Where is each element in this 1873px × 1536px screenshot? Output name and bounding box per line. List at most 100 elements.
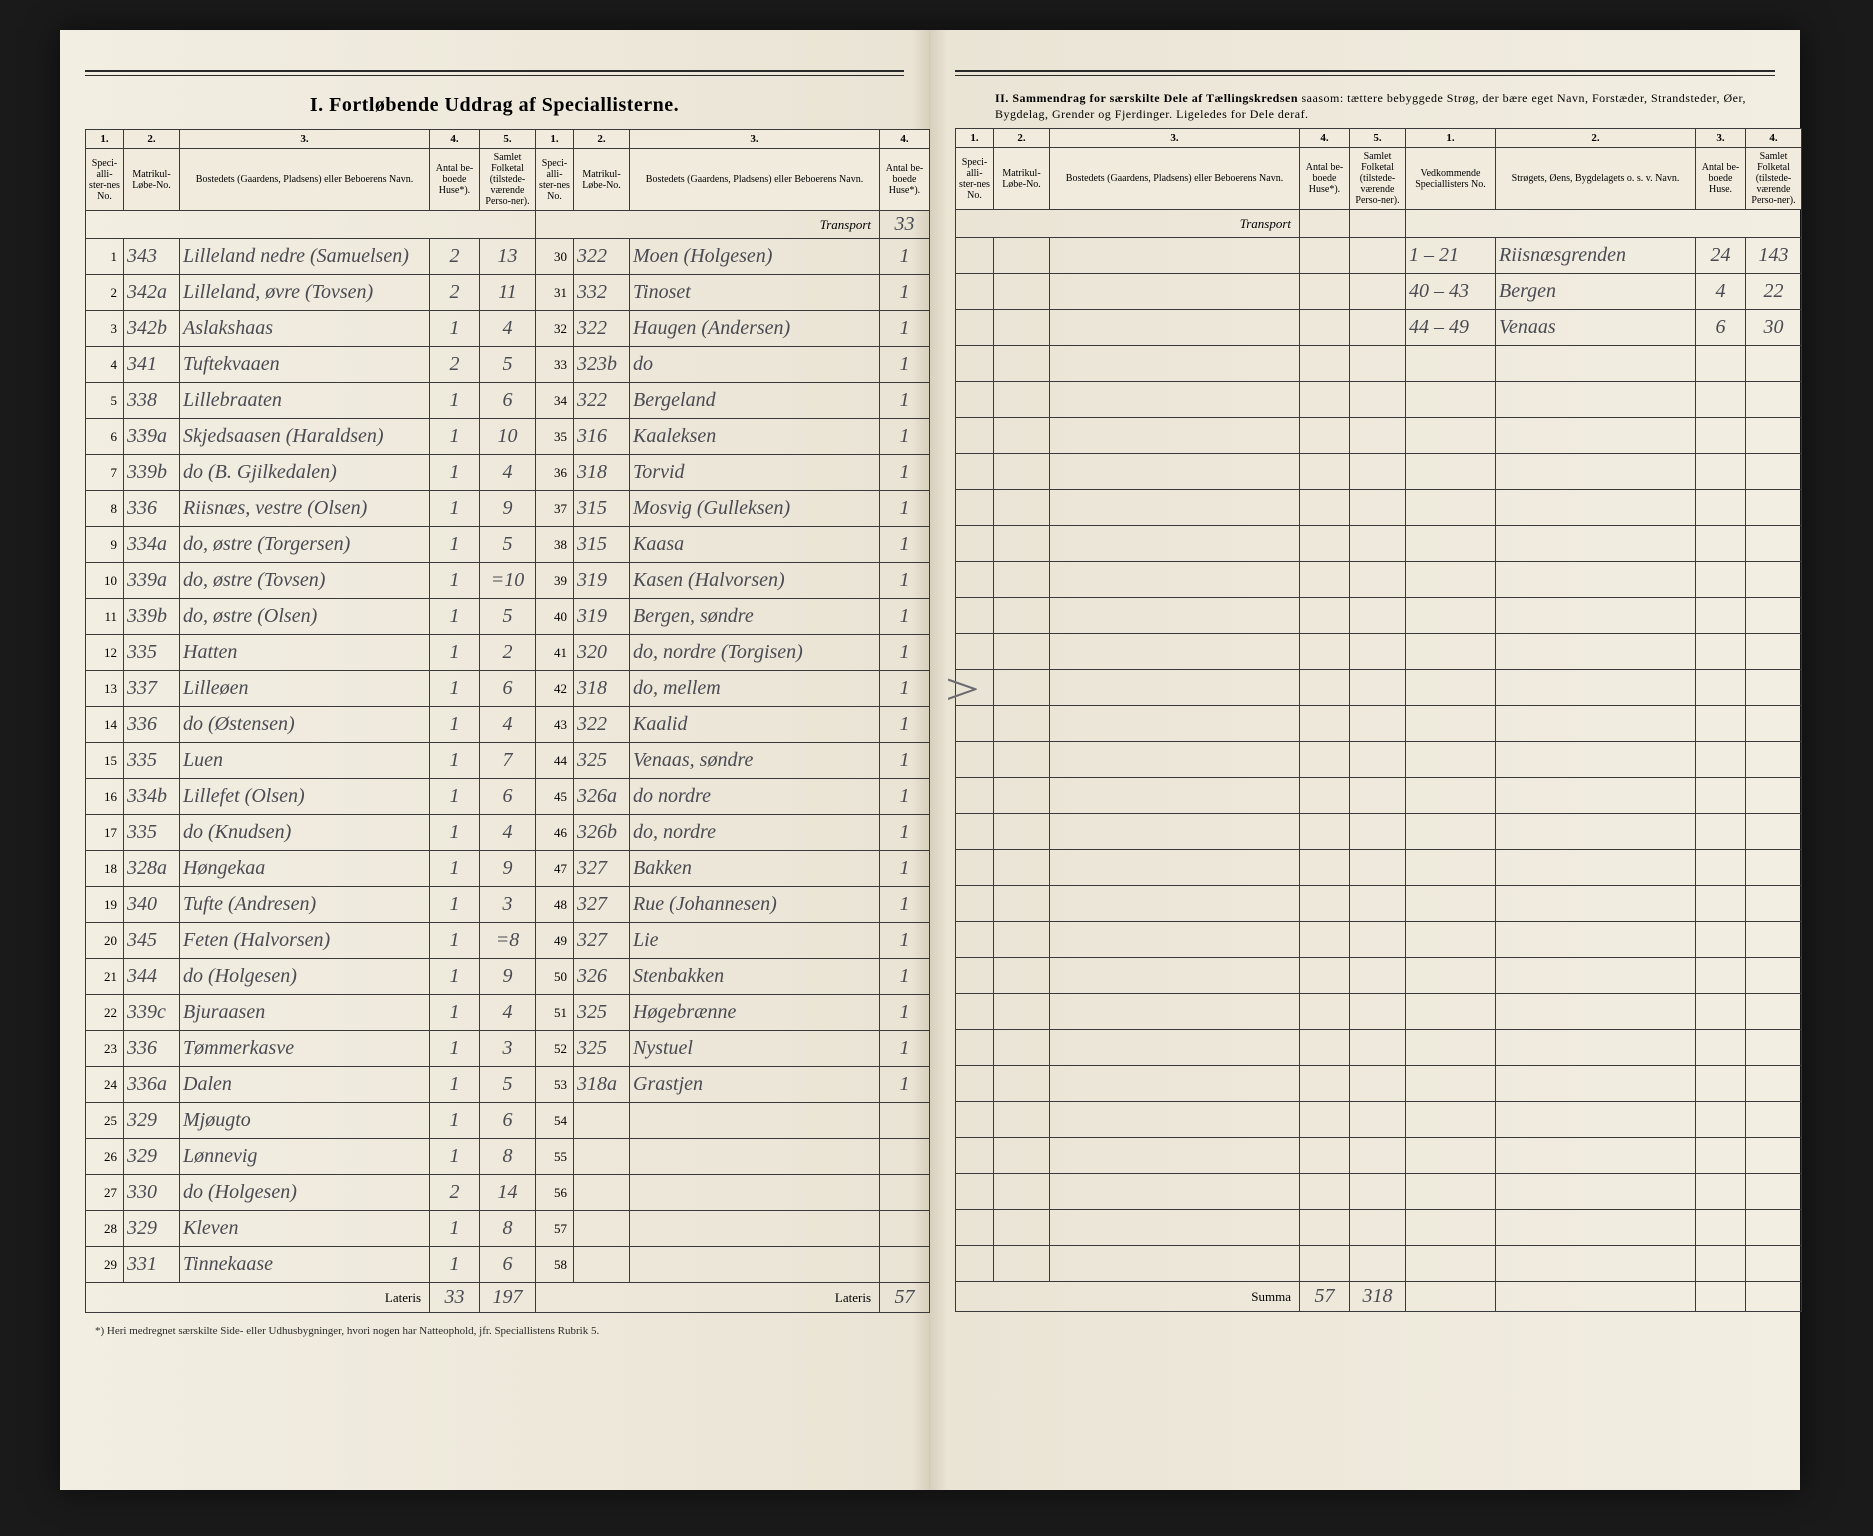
col-num: 4. (880, 130, 930, 149)
matrikul-no: 339a (124, 563, 180, 599)
table-row (956, 850, 1802, 886)
antal-huse: 1 (430, 455, 480, 491)
row-no: 54 (536, 1103, 574, 1139)
matrikul-no: 329 (124, 1139, 180, 1175)
matrikul-no: 339c (124, 995, 180, 1031)
matrikul-no: 336a (124, 1067, 180, 1103)
matrikul-no: 319 (574, 599, 630, 635)
transport-row: Transport (956, 210, 1802, 238)
table-row (956, 1210, 1802, 1246)
row-no: 41 (536, 635, 574, 671)
folketal: 4 (480, 707, 536, 743)
matrikul-no: 322 (574, 383, 630, 419)
matrikul-no: 337 (124, 671, 180, 707)
matrikul-no: 322 (574, 707, 630, 743)
antal-huse: 1 (430, 851, 480, 887)
matrikul-no: 325 (574, 995, 630, 1031)
bosted-name: Skjedsaasen (Haraldsen) (180, 419, 430, 455)
bosted-name: Nystuel (630, 1031, 880, 1067)
summary-name: Venaas (1496, 310, 1696, 346)
bosted-name: Kasen (Halvorsen) (630, 563, 880, 599)
antal-huse: 1 (430, 743, 480, 779)
bosted-name: Bergen, søndre (630, 599, 880, 635)
row-no: 36 (536, 455, 574, 491)
bosted-name: do, mellem (630, 671, 880, 707)
left-page: I. Fortløbende Uddrag af Speciallisterne… (60, 30, 930, 1490)
table-row: 24336aDalen1553318aGrastjen1=8 (86, 1067, 986, 1103)
bosted-name: Kaalid (630, 707, 880, 743)
table-row (956, 814, 1802, 850)
row-no: 55 (536, 1139, 574, 1175)
table-row: 40 – 43Bergen422 (956, 274, 1802, 310)
row-no: 30 (536, 239, 574, 275)
summary-name: Riisnæsgrenden (1496, 238, 1696, 274)
antal-huse: 1 (430, 959, 480, 995)
col-num: 2. (1496, 129, 1696, 148)
bosted-name: Luen (180, 743, 430, 779)
antal-huse: 1 (880, 743, 930, 779)
matrikul-no: 344 (124, 959, 180, 995)
footnote: *) Heri medregnet særskilte Side- eller … (85, 1325, 904, 1337)
row-no: 28 (86, 1211, 124, 1247)
table-row (956, 1138, 1802, 1174)
section-title-1: I. Fortløbende Uddrag af Speciallisterne… (85, 86, 904, 129)
lateris-folk: 197 (480, 1283, 536, 1313)
folketal: 4 (480, 311, 536, 347)
antal-huse: 1 (430, 311, 480, 347)
col-head: Antal be-boede Huse. (1696, 148, 1746, 210)
table-row: 1 – 21Riisnæsgrenden24143 (956, 238, 1802, 274)
bosted-name: Grastjen (630, 1067, 880, 1103)
antal-huse: 1 (880, 707, 930, 743)
antal-huse: 1 (880, 923, 930, 959)
bosted-name: Lilleland nedre (Samuelsen) (180, 239, 430, 275)
row-no: 31 (536, 275, 574, 311)
antal-huse: 1 (430, 671, 480, 707)
summary-folk: 30 (1746, 310, 1802, 346)
folketal: 5 (480, 1067, 536, 1103)
antal-huse: 1 (880, 959, 930, 995)
col-head: Speci-alli-ster-nes No. (536, 149, 574, 211)
row-no: 23 (86, 1031, 124, 1067)
col-head: Matrikul-Løbe-No. (574, 149, 630, 211)
row-no: 8 (86, 491, 124, 527)
lateris-huse: 33 (430, 1283, 480, 1313)
antal-huse: 1 (430, 527, 480, 563)
col-head: Samlet Folketal (tilstede-værende Perso-… (1350, 148, 1406, 210)
col-head: Speci-alli-ster-nes No. (86, 149, 124, 211)
col-num: 2. (124, 130, 180, 149)
col-head: Antal be-boede Huse*). (1300, 148, 1350, 210)
row-no: 26 (86, 1139, 124, 1175)
bosted-name: Lillebraaten (180, 383, 430, 419)
antal-huse: 1 (880, 311, 930, 347)
col-num: 4. (430, 130, 480, 149)
table-row: 4341Tuftekvaaen2533323bdo13 (86, 347, 986, 383)
table-row (956, 1030, 1802, 1066)
matrikul-no: 343 (124, 239, 180, 275)
col-head: Bostedets (Gaardens, Pladsens) eller Beb… (1050, 148, 1300, 210)
antal-huse: 1 (880, 275, 930, 311)
bosted-name: Tuftekvaaen (180, 347, 430, 383)
col-head: Bostedets (Gaardens, Pladsens) eller Beb… (630, 149, 880, 211)
bosted-name: Tinoset (630, 275, 880, 311)
matrikul-no: 318 (574, 455, 630, 491)
matrikul-no: 320 (574, 635, 630, 671)
col-num: 3. (630, 130, 880, 149)
col-num: 1. (536, 130, 574, 149)
bosted-name: Kaasa (630, 527, 880, 563)
table-row (956, 382, 1802, 418)
row-no: 37 (536, 491, 574, 527)
bosted-name (630, 1247, 880, 1283)
table-row: 16334bLillefet (Olsen)1645326ado nordre1… (86, 779, 986, 815)
bosted-name: Feten (Halvorsen) (180, 923, 430, 959)
bosted-name: Bjuraasen (180, 995, 430, 1031)
bosted-name: Bakken (630, 851, 880, 887)
folketal: =10 (480, 563, 536, 599)
matrikul-no: 334a (124, 527, 180, 563)
folketal: 10 (480, 419, 536, 455)
col-num: 2. (574, 130, 630, 149)
antal-huse (880, 1175, 930, 1211)
row-no: 12 (86, 635, 124, 671)
antal-huse: 1 (880, 851, 930, 887)
folketal: 4 (480, 455, 536, 491)
bosted-name: Aslakshaas (180, 311, 430, 347)
